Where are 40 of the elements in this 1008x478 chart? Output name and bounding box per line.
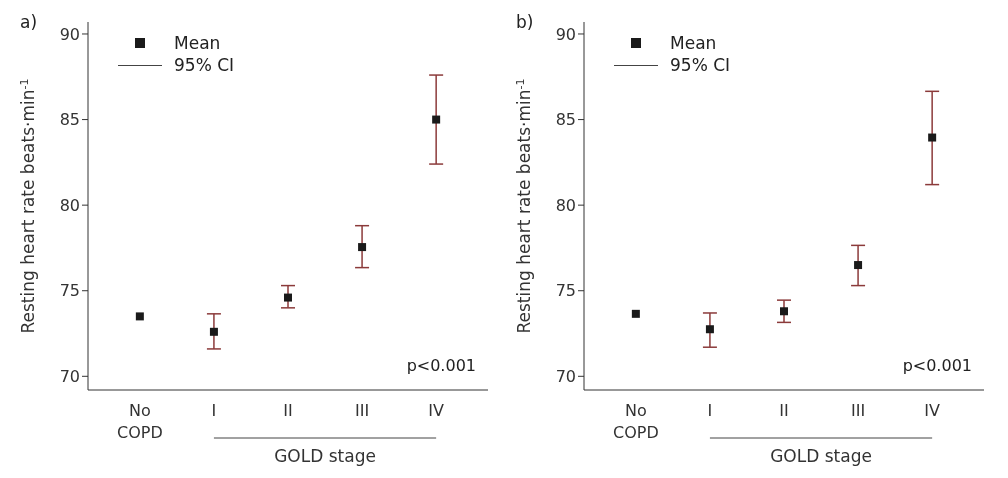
y-tick-label: 75 [555,281,576,301]
chart-title: a) [20,12,38,32]
point [432,115,441,124]
x-tick-label: I [707,401,713,420]
annotation: p<0.001 [406,356,476,375]
chart-title: b) [516,12,534,32]
x-tick-label: III [851,401,866,420]
y-tick-label: 85 [59,110,80,130]
x-tick-label: II [283,401,293,420]
y-tick-label: 90 [555,24,576,44]
y-tick-label: 85 [555,110,576,130]
point [780,307,788,316]
point [135,312,144,321]
x-axis-title: GOLD stage [770,446,872,466]
annotation: 95% CI [174,55,235,75]
annotation: p<0.001 [902,356,972,375]
point [358,243,367,252]
point [705,325,714,334]
x-tick-label: No COPD [612,401,659,442]
legend-label: Mean [174,33,221,53]
annotation: 95% CI [670,55,731,75]
y-tick-label: 70 [555,366,576,386]
point [209,327,218,336]
point [631,309,640,318]
y-tick-label: 90 [59,24,80,44]
point [928,133,937,142]
y-tick-label: 75 [59,281,80,301]
y-tick-label: 80 [555,195,576,215]
y-tick-label: 70 [59,366,80,386]
x-tick-label: No COPD [116,401,163,442]
x-tick-label: II [779,401,789,420]
x-tick-label: IV [924,401,941,420]
point [284,293,292,302]
x-tick-label: I [211,401,217,420]
x-tick-label: III [355,401,370,420]
x-axis-title: GOLD stage [274,446,376,466]
y-tick-label: 80 [59,195,80,215]
point [854,261,863,270]
x-tick-label: IV [428,401,445,420]
legend-label: Mean [670,33,717,53]
